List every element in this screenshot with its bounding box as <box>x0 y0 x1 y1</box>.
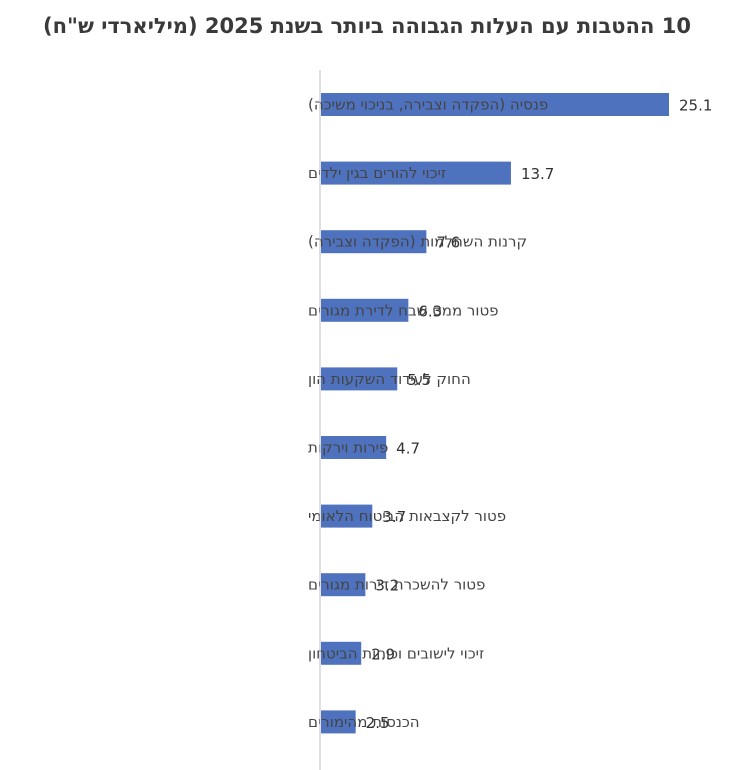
value-label-8: 3.2 <box>375 577 399 595</box>
category-label-7: פטור לקצבאות הביטוח הלאומי <box>308 507 506 525</box>
bars-layer: 25.1 פנסיה (הפקדה וצבירה, בניכוי משיכה) 13… <box>308 93 712 734</box>
value-label-7: 3.7 <box>382 508 406 526</box>
value-label-4: 6.3 <box>418 302 442 320</box>
value-label-1: 25.1 <box>679 97 712 115</box>
category-label-3: קרנות השתלמות (הפקדה וצבירה) <box>308 233 527 251</box>
value-label-9: 2.9 <box>371 645 395 663</box>
bar-6 <box>321 436 387 459</box>
value-label-5: 5.5 <box>407 371 431 389</box>
value-label-10: 2.5 <box>366 714 390 732</box>
category-label-8: פטור להשכרת דירות מגורים <box>308 576 485 594</box>
bar-10 <box>321 710 356 734</box>
bar-1 <box>321 93 669 116</box>
category-label-1: פנסיה (הפקדה וצבירה, בניכוי משיכה) <box>308 96 548 114</box>
bar-8 <box>321 573 366 597</box>
bar-3 <box>321 230 427 254</box>
category-label-4: פטור ממס שבח לדירת מגורים <box>308 301 499 319</box>
category-label-10: הכנסות מהימורים <box>308 713 420 731</box>
bar-5 <box>321 367 398 391</box>
category-label-9: זיכוי לישובים וכוחות הביטחון <box>308 644 484 662</box>
chart-title: 10 ההטבות עם העלות הגבוהה ביותר בשנת 202… <box>43 14 691 38</box>
category-label-5: החוק לעידוד השקעות הון <box>308 370 471 388</box>
value-label-2: 13.7 <box>521 165 554 183</box>
value-label-3: 7.6 <box>436 234 460 252</box>
bar-2 <box>321 161 511 185</box>
bar-4 <box>321 298 409 322</box>
bar-9 <box>321 641 362 665</box>
bar-7 <box>321 504 373 528</box>
value-label-6: 4.7 <box>396 440 420 458</box>
category-label-6: פירות וירקות <box>308 439 388 457</box>
category-label-2: זיכוי להורים בגין ילדים <box>308 164 446 182</box>
